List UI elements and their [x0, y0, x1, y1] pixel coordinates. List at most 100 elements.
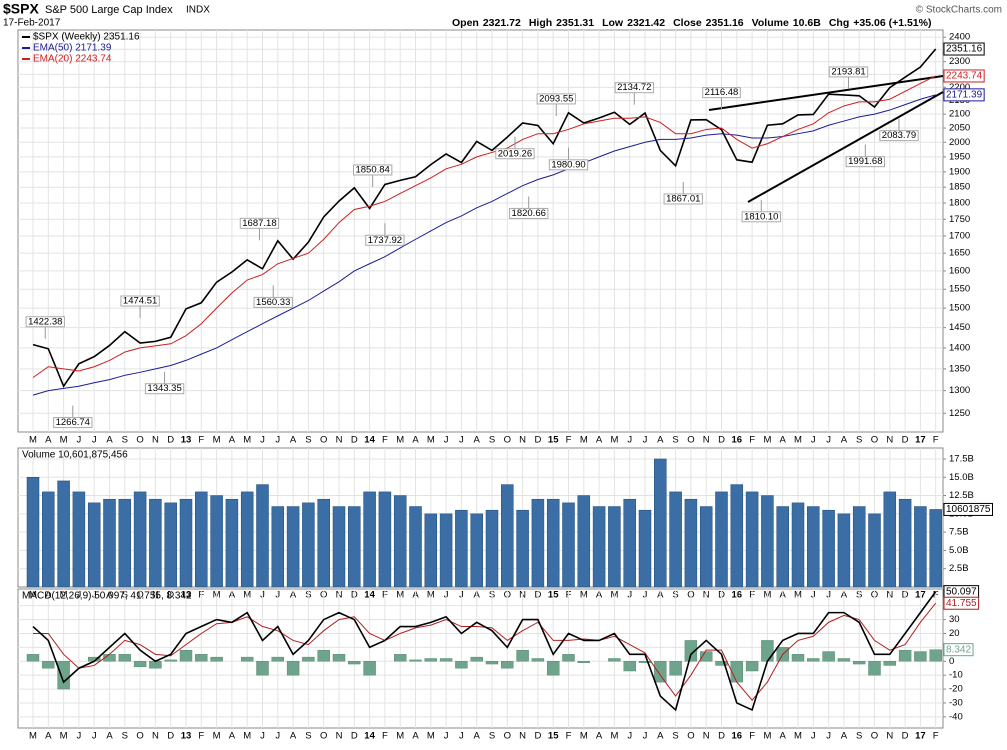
quote-label: Low	[602, 17, 624, 29]
y-tick-label: 2000	[949, 137, 970, 148]
x-tick-label: N	[519, 731, 526, 742]
x-tick-label: D	[167, 731, 174, 742]
volume-bar	[332, 506, 346, 588]
y-tick-label: 1550	[949, 284, 970, 295]
x-tick-label: A	[106, 435, 113, 446]
y-tick-label: 2050	[949, 123, 970, 134]
x-tick-label: M	[794, 435, 802, 446]
x-tick-label: M	[243, 435, 251, 446]
x-tick-label: S	[672, 731, 678, 742]
volume-bar	[699, 506, 713, 588]
volume-bar	[654, 458, 667, 588]
y-tick-label: 2.5B	[949, 563, 969, 574]
panel-title: MACD(12,26,9) 50.097, 41.755, 8.342	[22, 591, 192, 602]
quote-value: +35.06 (+1.51%)	[853, 17, 931, 29]
histogram-bar	[439, 658, 453, 662]
x-tick-label: S	[856, 731, 862, 742]
y-tick-label: 7.5B	[949, 527, 969, 538]
annotation-box	[879, 130, 919, 142]
volume-bar	[271, 506, 285, 588]
x-tick-label: O	[504, 435, 511, 446]
x-tick-label: M	[763, 435, 771, 446]
x-tick-label: M	[29, 731, 37, 742]
histogram-bar	[26, 654, 40, 662]
x-tick-label: S	[672, 435, 678, 446]
histogram-bar	[531, 658, 545, 662]
y-tick-label: 1850	[949, 182, 970, 193]
histogram-bar	[577, 661, 590, 663]
annotation-label: 1560.33	[256, 297, 290, 308]
y-tick-label: 5.0B	[949, 545, 969, 556]
volume-bar	[42, 491, 55, 588]
legend-label: EMA(50) 2171.39	[33, 43, 112, 54]
histogram-bar	[409, 659, 422, 662]
annotation-label: 1991.68	[848, 156, 882, 167]
value-tag: 2243.74	[946, 71, 983, 82]
volume-bar	[577, 495, 591, 588]
y-tick-label: 2300	[949, 56, 970, 67]
series-line	[32, 94, 936, 396]
volume-bar	[57, 480, 70, 588]
annotation-box	[702, 87, 741, 99]
histogram-bar	[547, 661, 560, 676]
volume-bar	[761, 495, 774, 588]
x-tick-label: J	[627, 435, 632, 446]
x-tick-label: 15	[548, 731, 559, 742]
x-tick-label: J	[92, 731, 97, 742]
volume-bar	[730, 484, 744, 588]
annotation-label: 1810.10	[744, 211, 778, 222]
quote-label: Close	[673, 17, 702, 29]
y-tick-label: 15.0B	[949, 472, 974, 483]
x-tick-label: D	[534, 435, 541, 446]
x-tick-label: N	[519, 435, 526, 446]
x-tick-label: 16	[732, 435, 743, 446]
x-tick-label: A	[780, 435, 787, 446]
x-tick-label: F	[749, 731, 755, 742]
series-line	[32, 591, 937, 712]
histogram-bar	[853, 661, 866, 665]
histogram-bar	[669, 661, 682, 676]
volume-bar	[608, 506, 621, 588]
x-tick-label: D	[718, 435, 725, 446]
volume-bar	[470, 513, 483, 588]
histogram-bar	[914, 651, 927, 662]
volume-bar	[348, 506, 361, 588]
quote-value: 2321.72	[483, 17, 521, 29]
x-tick-label: J	[77, 435, 82, 446]
x-tick-label: J	[826, 731, 831, 742]
histogram-bar	[822, 651, 835, 662]
volume-bar	[883, 491, 897, 588]
x-tick-label: N	[152, 731, 159, 742]
volume-bar	[26, 477, 40, 588]
volume-bar	[118, 498, 132, 588]
x-tick-label: O	[687, 435, 694, 446]
annotation-label: 2116.48	[705, 87, 739, 98]
x-tick-label: S	[122, 435, 128, 446]
annotation-label: 2093.55	[539, 93, 573, 104]
y-tick-label: 1900	[949, 166, 970, 177]
x-tick-label: S	[489, 435, 495, 446]
series-line	[32, 75, 936, 378]
volume-bar	[72, 491, 86, 588]
volume-bar	[485, 509, 499, 588]
y-tick-label: 20	[949, 628, 960, 639]
x-tick-label: O	[687, 731, 694, 742]
x-tick-label: D	[718, 731, 725, 742]
volume-bar	[179, 498, 193, 588]
annotation-label: 1266.74	[56, 417, 90, 428]
histogram-bar	[516, 649, 529, 662]
x-tick-label: F	[566, 731, 572, 742]
x-tick-label: A	[45, 435, 52, 446]
value-tag-box	[943, 596, 980, 610]
x-tick-label: M	[580, 435, 588, 446]
exchange: INDX	[186, 5, 210, 16]
annotation-label: 1867.01	[666, 193, 700, 204]
annotation-label: 1820.66	[512, 208, 546, 219]
histogram-bar	[240, 656, 254, 662]
legend-label: EMA(20) 2243.74	[33, 54, 112, 65]
volume-bar	[623, 498, 636, 588]
histogram-bar	[761, 640, 774, 662]
quote-label: Open	[452, 17, 479, 29]
x-tick-label: A	[106, 731, 113, 742]
x-tick-label: J	[643, 731, 648, 742]
